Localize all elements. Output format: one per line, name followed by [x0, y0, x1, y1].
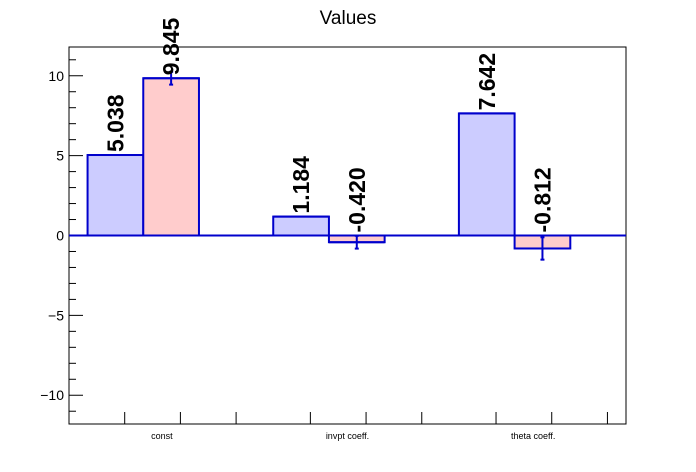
- x-axis: const invpt coeff. theta coeff.: [124, 412, 608, 441]
- bar: [142, 77, 200, 237]
- bar: [272, 215, 330, 237]
- y-tick-label: 10: [48, 68, 64, 84]
- error-bars: [169, 70, 545, 261]
- y-tick-label: −10: [40, 387, 64, 403]
- data-label: -0.812: [529, 167, 555, 232]
- x-category-label: const: [151, 431, 173, 441]
- data-label: 9.845: [158, 17, 184, 75]
- bars: [86, 77, 572, 250]
- x-category-label: theta coeff.: [511, 431, 555, 441]
- data-label: 7.642: [474, 53, 500, 111]
- y-tick-label: 0: [56, 228, 64, 244]
- data-label: 5.038: [102, 94, 128, 152]
- bar: [457, 112, 516, 237]
- chart-title: Values: [320, 8, 377, 29]
- data-label: 1.184: [288, 156, 314, 214]
- y-tick-label: 5: [56, 148, 64, 164]
- bar: [86, 154, 145, 237]
- x-category-label: invpt coeff.: [326, 431, 369, 441]
- data-labels: 5.038 1.184 7.642 9.845 -0.420 -0.812: [102, 17, 555, 232]
- y-axis: −10 −5 0 5 10: [40, 59, 83, 412]
- data-label: -0.420: [344, 167, 370, 232]
- y-tick-label: −5: [48, 307, 64, 323]
